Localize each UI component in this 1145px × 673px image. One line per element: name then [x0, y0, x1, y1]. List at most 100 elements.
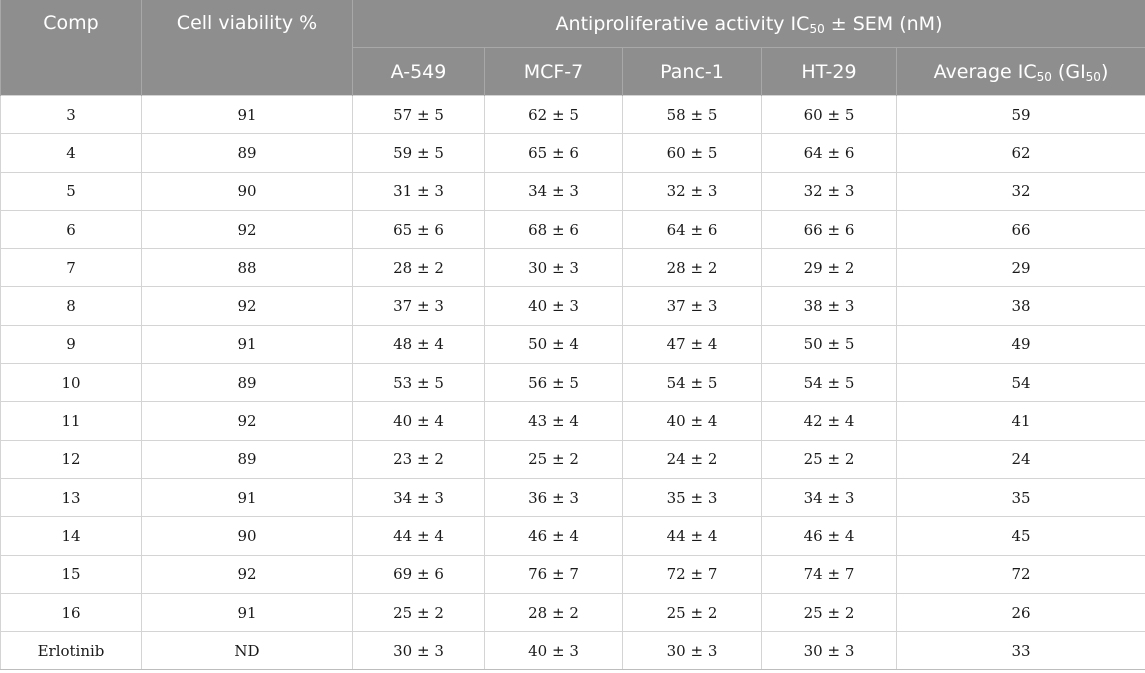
cell-panc1: 35 ± 3: [622, 477, 762, 518]
cell-mcf7: 50 ± 4: [484, 324, 623, 365]
cell-ht29: 42 ± 4: [761, 401, 897, 441]
table-row: 9 91 48 ± 4 50 ± 4 47 ± 4 50 ± 5 49: [0, 324, 1145, 365]
cell-ht29: 60 ± 5: [761, 94, 897, 135]
cell-average: 32: [895, 171, 1145, 211]
cell-average: 49: [895, 324, 1145, 365]
cell-mcf7: 76 ± 7: [484, 554, 623, 594]
header-average: Average IC50 (GI50): [895, 47, 1145, 96]
table-row: 5 90 31 ± 3 34 ± 3 32 ± 3 32 ± 3 32: [0, 171, 1145, 211]
cell-a549: 23 ± 2: [352, 439, 485, 479]
cell-panc1: 28 ± 2: [622, 248, 762, 288]
cell-a549: 65 ± 6: [352, 209, 485, 250]
cell-panc1: 24 ± 2: [622, 439, 762, 479]
cell-average: 41: [895, 401, 1145, 441]
table-row: 7 88 28 ± 2 30 ± 3 28 ± 2 29 ± 2 29: [0, 248, 1145, 288]
header-antiproliferative-activity: Antiproliferative activity IC50 ± SEM (n…: [351, 0, 1145, 48]
table-row: 16 91 25 ± 2 28 ± 2 25 ± 2 25 ± 2 26: [0, 592, 1145, 633]
table-row: 13 91 34 ± 3 36 ± 3 35 ± 3 34 ± 3 35: [0, 477, 1145, 518]
cell-mcf7: 65 ± 6: [484, 133, 623, 173]
cell-ht29: 25 ± 2: [761, 439, 897, 479]
cell-ht29: 66 ± 6: [761, 209, 897, 250]
header-group-post: ± SEM (nM): [824, 12, 943, 35]
cell-mcf7: 56 ± 5: [484, 363, 623, 403]
cell-average: 66: [895, 209, 1145, 250]
cell-comp: 7: [0, 248, 142, 288]
cell-a549: 28 ± 2: [352, 248, 485, 288]
cell-a549: 31 ± 3: [352, 171, 485, 211]
cell-ht29: 34 ± 3: [761, 477, 897, 518]
cell-panc1: 37 ± 3: [622, 286, 762, 326]
cell-viability: 90: [141, 171, 353, 211]
cell-comp: 3: [0, 94, 142, 135]
table-row: 15 92 69 ± 6 76 ± 7 72 ± 7 74 ± 7 72: [0, 554, 1145, 594]
cell-ht29: 54 ± 5: [761, 363, 897, 403]
cell-viability: 89: [141, 133, 353, 173]
header-average-post: ): [1100, 60, 1109, 83]
cell-ht29: 64 ± 6: [761, 133, 897, 173]
cell-a549: 69 ± 6: [352, 554, 485, 594]
table-row: 11 92 40 ± 4 43 ± 4 40 ± 4 42 ± 4 41: [0, 401, 1145, 441]
table-row: 14 90 44 ± 4 46 ± 4 44 ± 4 46 ± 4 45: [0, 516, 1145, 556]
cell-comp: 10: [0, 363, 142, 403]
cell-ht29: 32 ± 3: [761, 171, 897, 211]
cell-average: 45: [895, 516, 1145, 556]
cell-ht29: 38 ± 3: [761, 286, 897, 326]
table-row: 12 89 23 ± 2 25 ± 2 24 ± 2 25 ± 2 24: [0, 439, 1145, 479]
cell-viability: ND: [141, 631, 353, 671]
cell-comp: 5: [0, 171, 142, 211]
cell-a549: 57 ± 5: [352, 94, 485, 135]
cell-average: 72: [895, 554, 1145, 594]
cell-mcf7: 62 ± 5: [484, 94, 623, 135]
cell-viability: 91: [141, 477, 353, 518]
cell-mcf7: 30 ± 3: [484, 248, 623, 288]
cell-mcf7: 68 ± 6: [484, 209, 623, 250]
cell-average: 38: [895, 286, 1145, 326]
cell-comp: 13: [0, 477, 142, 518]
cell-mcf7: 43 ± 4: [484, 401, 623, 441]
table-row: 10 89 53 ± 5 56 ± 5 54 ± 5 54 ± 5 54: [0, 363, 1145, 403]
cell-a549: 30 ± 3: [352, 631, 485, 671]
cell-average: 29: [895, 248, 1145, 288]
cell-mcf7: 34 ± 3: [484, 171, 623, 211]
header-cell-viability: Cell viability %: [141, 0, 353, 96]
cell-panc1: 44 ± 4: [622, 516, 762, 556]
cell-comp: 12: [0, 439, 142, 479]
cell-average: 33: [895, 631, 1145, 671]
cell-ht29: 50 ± 5: [761, 324, 897, 365]
cell-ht29: 30 ± 3: [761, 631, 897, 671]
cell-viability: 89: [141, 363, 353, 403]
table-body: 3 91 57 ± 5 62 ± 5 58 ± 5 60 ± 5 59 4 89 59 ± 5 65…: [0, 94, 1145, 671]
cell-comp: 9: [0, 324, 142, 365]
cell-a549: 48 ± 4: [352, 324, 485, 365]
table-row: 4 89 59 ± 5 65 ± 6 60 ± 5 64 ± 6 62: [0, 133, 1145, 173]
header-average-sub2: 50: [1085, 69, 1101, 84]
table-row: 8 92 37 ± 3 40 ± 3 37 ± 3 38 ± 3 38: [0, 286, 1145, 326]
cell-viability: 91: [141, 592, 353, 633]
cell-viability: 91: [141, 94, 353, 135]
cell-average: 59: [895, 94, 1145, 135]
cell-ht29: 74 ± 7: [761, 554, 897, 594]
header-average-pre: Average IC: [933, 60, 1037, 83]
cell-panc1: 64 ± 6: [622, 209, 762, 250]
cell-comp: 8: [0, 286, 142, 326]
cell-comp: 14: [0, 516, 142, 556]
table-row: 6 92 65 ± 6 68 ± 6 64 ± 6 66 ± 6 66: [0, 209, 1145, 250]
cell-panc1: 25 ± 2: [622, 592, 762, 633]
cell-ht29: 46 ± 4: [761, 516, 897, 556]
cell-average: 24: [895, 439, 1145, 479]
header-mcf7: MCF-7: [484, 47, 623, 96]
header-a549: A-549: [352, 47, 485, 96]
cell-viability: 92: [141, 286, 353, 326]
cell-average: 26: [895, 592, 1145, 633]
header-average-mid: (GI: [1051, 60, 1086, 83]
cell-a549: 53 ± 5: [352, 363, 485, 403]
cell-comp: 11: [0, 401, 142, 441]
header-group-pre: Antiproliferative activity IC: [555, 12, 810, 35]
cell-mcf7: 40 ± 3: [484, 286, 623, 326]
cell-a549: 34 ± 3: [352, 477, 485, 518]
cell-panc1: 32 ± 3: [622, 171, 762, 211]
cell-viability: 92: [141, 209, 353, 250]
cell-ht29: 29 ± 2: [761, 248, 897, 288]
header-average-sub1: 50: [1036, 69, 1052, 84]
